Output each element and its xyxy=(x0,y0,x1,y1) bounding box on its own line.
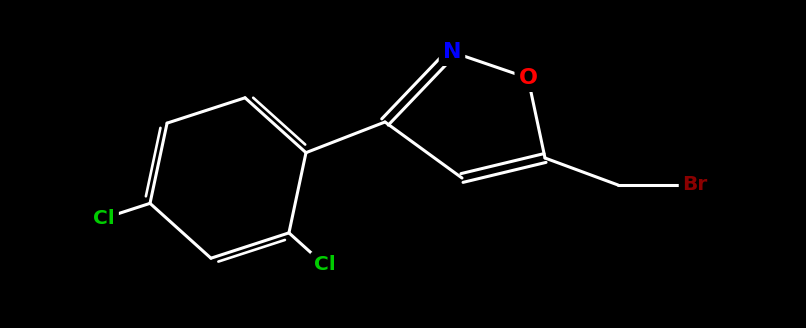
Text: O: O xyxy=(518,68,538,88)
Text: Cl: Cl xyxy=(314,256,335,275)
Text: N: N xyxy=(442,42,461,62)
Text: Cl: Cl xyxy=(93,209,115,228)
Text: Br: Br xyxy=(683,175,708,195)
